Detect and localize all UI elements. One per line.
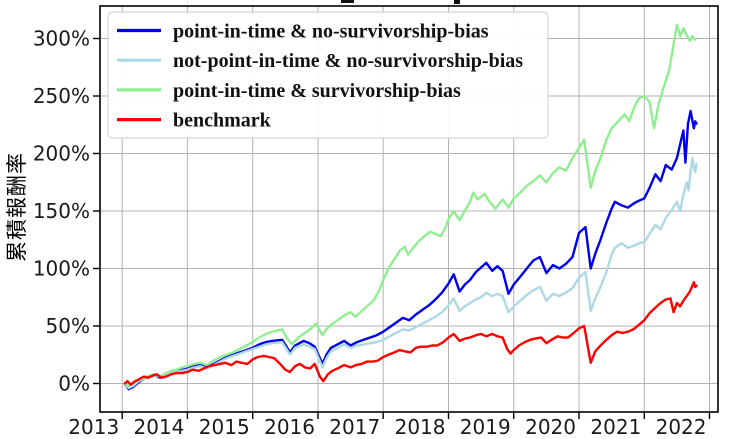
x-tick-label: 2020	[525, 415, 576, 439]
series-line-2	[123, 23, 697, 387]
plot-frame	[99, 5, 719, 413]
y-tick-label: 0%	[58, 372, 90, 396]
y-tick-label: 50%	[46, 314, 90, 338]
y-tick-label: 300%	[33, 27, 90, 51]
x-tick-label: 2013	[68, 415, 119, 439]
x-tick-label: 2021	[590, 415, 641, 439]
x-tick-label: 2022	[656, 415, 707, 439]
legend-label: point-in-time & no-survivorship-bias	[173, 21, 489, 43]
y-tick-label: 150%	[33, 199, 90, 223]
series-line-1	[123, 156, 698, 390]
cropped-title-mark	[454, 0, 460, 4]
y-tick-label: 250%	[33, 84, 90, 108]
y-tick-label: 100%	[33, 257, 90, 281]
y-axis-title: 累積報酬率	[5, 152, 29, 262]
legend: point-in-time & no-survivorship-bias not-…	[107, 11, 549, 139]
x-tick-label: 2014	[133, 415, 184, 439]
x-tick-label: 2018	[395, 415, 446, 439]
x-tick-label: 2017	[329, 415, 380, 439]
cropped-title-mark	[341, 0, 354, 3]
series-line-3	[123, 281, 698, 386]
legend-label: point-in-time & survivorship-bias	[173, 80, 461, 102]
legend-label: not-point-in-time & no-survivorship-bias	[173, 50, 523, 72]
x-tick-label: 2015	[199, 415, 250, 439]
legend-box	[107, 11, 549, 139]
x-tick-label: 2016	[264, 415, 315, 439]
x-tick-label: 2019	[460, 415, 511, 439]
y-tick-label: 200%	[33, 142, 90, 166]
legend-label: benchmark	[173, 110, 272, 132]
